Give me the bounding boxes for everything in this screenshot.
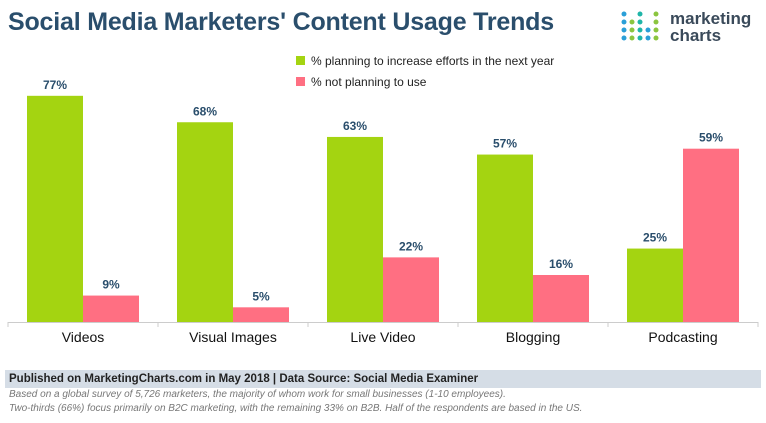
bar-podcasting-increase <box>627 248 683 322</box>
footer-note-1: Based on a global survey of 5,726 market… <box>9 389 506 400</box>
x-tick-label-live-video: Live Video <box>350 329 415 345</box>
bar-blogging-increase <box>477 154 533 322</box>
legend-swatch-not-planning <box>296 77 305 86</box>
data-label-blogging-not-planning: 16% <box>549 257 573 271</box>
data-label-visual-images-increase: 68% <box>193 104 217 118</box>
data-label-live-video-increase: 63% <box>343 119 367 133</box>
footer-note-2: Two-thirds (66%) focus primarily on B2C … <box>9 403 583 414</box>
bar-live-video-increase <box>327 136 383 322</box>
data-label-podcasting-not-planning: 59% <box>699 131 723 145</box>
chart-title: Social Media Marketers' Content Usage Tr… <box>8 8 554 36</box>
data-label-podcasting-increase: 25% <box>643 231 667 245</box>
data-label-visual-images-not-planning: 5% <box>252 289 270 303</box>
bar-visual-images-not-planning <box>233 307 289 322</box>
data-label-videos-increase: 77% <box>43 78 67 92</box>
logo-line-1: marketing <box>670 9 752 28</box>
legend-swatch-increase <box>296 56 305 65</box>
bar-chart: 77% 9% Videos 68% 5% Visual Images 63% 22% Live … <box>7 78 759 345</box>
x-tick-label-podcasting: Podcasting <box>648 329 717 345</box>
chart-legend: % planning to increase efforts in the ne… <box>296 50 554 92</box>
data-label-blogging-increase: 57% <box>493 137 517 151</box>
legend-item-not-planning: % not planning to use <box>296 71 554 92</box>
x-tick-label-visual-images: Visual Images <box>189 329 277 345</box>
bar-videos-not-planning <box>83 295 139 322</box>
x-tick-label-blogging: Blogging <box>506 329 561 345</box>
x-tick-label-videos: Videos <box>62 329 105 345</box>
data-label-live-video-not-planning: 22% <box>399 239 423 253</box>
logo-text: marketing charts <box>670 10 751 44</box>
logo-dots-icon <box>621 11 659 41</box>
legend-label-increase: % planning to increase efforts in the ne… <box>311 53 555 68</box>
footer-source: Published on MarketingCharts.com in May … <box>5 370 761 388</box>
marketingcharts-logo: marketing charts <box>620 8 760 50</box>
bar-videos-increase <box>27 95 83 322</box>
legend-item-increase: % planning to increase efforts in the ne… <box>296 50 554 71</box>
legend-label-not-planning: % not planning to use <box>311 74 427 89</box>
bar-visual-images-increase <box>177 122 233 322</box>
data-label-videos-not-planning: 9% <box>102 278 120 292</box>
bar-podcasting-not-planning <box>683 148 739 322</box>
bar-live-video-not-planning <box>383 257 439 322</box>
logo-line-2: charts <box>670 26 722 45</box>
bar-blogging-not-planning <box>533 275 589 322</box>
